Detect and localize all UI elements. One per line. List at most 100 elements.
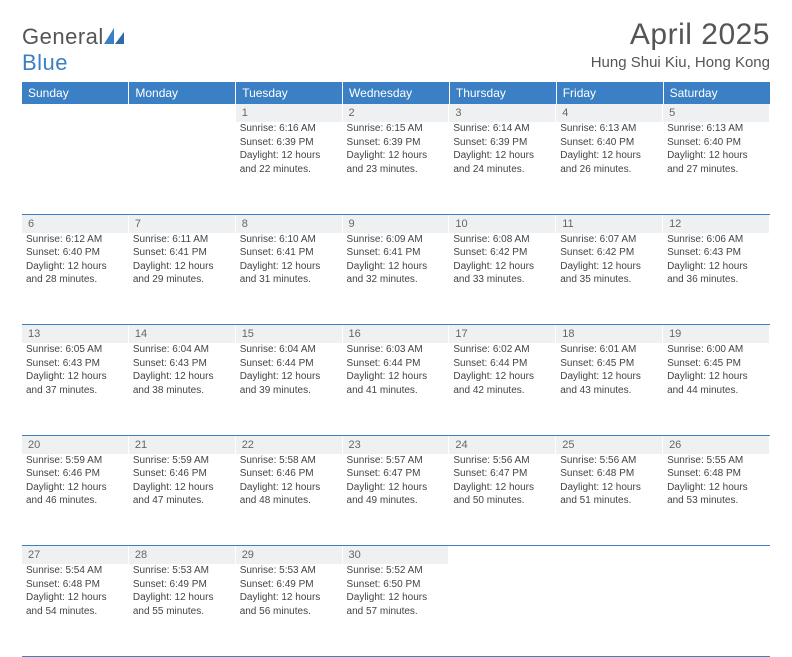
sunrise-text: Sunrise: 5:54 AM	[26, 564, 125, 578]
sunrise-text: Sunrise: 6:15 AM	[347, 122, 446, 136]
sunset-text: Sunset: 6:39 PM	[240, 136, 339, 150]
day-number	[449, 546, 556, 564]
day-number: 16	[343, 325, 450, 343]
day-cell	[22, 122, 129, 214]
day-number: 1	[236, 104, 343, 122]
sunset-text: Sunset: 6:41 PM	[133, 246, 232, 260]
sunrise-text: Sunrise: 6:09 AM	[347, 233, 446, 247]
day-cell: Sunrise: 6:13 AMSunset: 6:40 PMDaylight:…	[556, 122, 663, 214]
weekday-header: Sunday	[22, 82, 129, 104]
day-number	[129, 104, 236, 122]
page-title: April 2025	[591, 18, 770, 52]
day-cell	[663, 564, 770, 656]
day-cell: Sunrise: 5:57 AMSunset: 6:47 PMDaylight:…	[343, 454, 450, 546]
day-cell: Sunrise: 5:59 AMSunset: 6:46 PMDaylight:…	[129, 454, 236, 546]
sunrise-text: Sunrise: 5:53 AM	[133, 564, 232, 578]
sunset-text: Sunset: 6:42 PM	[453, 246, 552, 260]
sunset-text: Sunset: 6:49 PM	[240, 578, 339, 592]
sunrise-text: Sunrise: 6:12 AM	[26, 233, 125, 247]
daylight-text: Daylight: 12 hours and 43 minutes.	[560, 370, 659, 397]
weekday-header: Saturday	[663, 82, 770, 104]
sunrise-text: Sunrise: 6:02 AM	[453, 343, 552, 357]
day-number: 22	[236, 436, 343, 454]
sail-icon	[104, 24, 124, 50]
sunrise-text: Sunrise: 6:06 AM	[667, 233, 766, 247]
sunrise-text: Sunrise: 6:11 AM	[133, 233, 232, 247]
daylight-text: Daylight: 12 hours and 35 minutes.	[560, 260, 659, 287]
day-number: 19	[663, 325, 770, 343]
day-cell	[556, 564, 663, 656]
sunrise-text: Sunrise: 6:13 AM	[667, 122, 766, 136]
daylight-text: Daylight: 12 hours and 57 minutes.	[347, 591, 446, 618]
calendar-table: Sunday Monday Tuesday Wednesday Thursday…	[22, 82, 770, 657]
day-cell: Sunrise: 6:04 AMSunset: 6:43 PMDaylight:…	[129, 343, 236, 435]
day-cell: Sunrise: 6:11 AMSunset: 6:41 PMDaylight:…	[129, 233, 236, 325]
day-cell: Sunrise: 6:15 AMSunset: 6:39 PMDaylight:…	[343, 122, 450, 214]
sunset-text: Sunset: 6:49 PM	[133, 578, 232, 592]
sunset-text: Sunset: 6:44 PM	[453, 357, 552, 371]
weekday-header: Tuesday	[236, 82, 343, 104]
daylight-text: Daylight: 12 hours and 38 minutes.	[133, 370, 232, 397]
day-number: 9	[343, 215, 450, 233]
daylight-text: Daylight: 12 hours and 32 minutes.	[347, 260, 446, 287]
day-number: 6	[22, 215, 129, 233]
sunset-text: Sunset: 6:48 PM	[667, 467, 766, 481]
sunrise-text: Sunrise: 6:01 AM	[560, 343, 659, 357]
header: GeneralBlue April 2025 Hung Shui Kiu, Ho…	[22, 18, 770, 76]
sunrise-text: Sunrise: 6:04 AM	[240, 343, 339, 357]
day-number: 28	[129, 546, 236, 564]
sunset-text: Sunset: 6:43 PM	[667, 246, 766, 260]
sunrise-text: Sunrise: 6:08 AM	[453, 233, 552, 247]
daylight-text: Daylight: 12 hours and 54 minutes.	[26, 591, 125, 618]
sunrise-text: Sunrise: 6:07 AM	[560, 233, 659, 247]
day-cell: Sunrise: 5:56 AMSunset: 6:48 PMDaylight:…	[556, 454, 663, 546]
daylight-text: Daylight: 12 hours and 53 minutes.	[667, 481, 766, 508]
sunset-text: Sunset: 6:43 PM	[26, 357, 125, 371]
day-number: 21	[129, 436, 236, 454]
sunset-text: Sunset: 6:48 PM	[560, 467, 659, 481]
daylight-text: Daylight: 12 hours and 33 minutes.	[453, 260, 552, 287]
day-cell: Sunrise: 6:09 AMSunset: 6:41 PMDaylight:…	[343, 233, 450, 325]
day-number: 20	[22, 436, 129, 454]
day-cell: Sunrise: 6:04 AMSunset: 6:44 PMDaylight:…	[236, 343, 343, 435]
daylight-text: Daylight: 12 hours and 46 minutes.	[26, 481, 125, 508]
day-cell	[449, 564, 556, 656]
daynum-row: 27282930	[22, 546, 770, 565]
daynum-row: 13141516171819	[22, 325, 770, 344]
daylight-text: Daylight: 12 hours and 37 minutes.	[26, 370, 125, 397]
daylight-text: Daylight: 12 hours and 24 minutes.	[453, 149, 552, 176]
day-cell: Sunrise: 6:07 AMSunset: 6:42 PMDaylight:…	[556, 233, 663, 325]
daylight-text: Daylight: 12 hours and 49 minutes.	[347, 481, 446, 508]
sunset-text: Sunset: 6:41 PM	[347, 246, 446, 260]
day-cell: Sunrise: 5:53 AMSunset: 6:49 PMDaylight:…	[236, 564, 343, 656]
daylight-text: Daylight: 12 hours and 28 minutes.	[26, 260, 125, 287]
day-number: 15	[236, 325, 343, 343]
daynum-row: 6789101112	[22, 214, 770, 233]
week-row: Sunrise: 6:05 AMSunset: 6:43 PMDaylight:…	[22, 343, 770, 435]
day-number: 25	[556, 436, 663, 454]
day-number: 30	[343, 546, 450, 564]
day-number: 4	[556, 104, 663, 122]
sunset-text: Sunset: 6:40 PM	[560, 136, 659, 150]
sunset-text: Sunset: 6:45 PM	[560, 357, 659, 371]
sunset-text: Sunset: 6:40 PM	[667, 136, 766, 150]
logo: GeneralBlue	[22, 24, 124, 76]
day-number	[22, 104, 129, 122]
day-number: 2	[343, 104, 450, 122]
logo-text: GeneralBlue	[22, 24, 124, 76]
day-cell: Sunrise: 6:06 AMSunset: 6:43 PMDaylight:…	[663, 233, 770, 325]
daylight-text: Daylight: 12 hours and 39 minutes.	[240, 370, 339, 397]
sunset-text: Sunset: 6:42 PM	[560, 246, 659, 260]
day-cell: Sunrise: 6:02 AMSunset: 6:44 PMDaylight:…	[449, 343, 556, 435]
daynum-row: 20212223242526	[22, 435, 770, 454]
sunset-text: Sunset: 6:45 PM	[667, 357, 766, 371]
weekday-header: Friday	[556, 82, 663, 104]
sunset-text: Sunset: 6:40 PM	[26, 246, 125, 260]
sunrise-text: Sunrise: 6:05 AM	[26, 343, 125, 357]
day-cell: Sunrise: 5:53 AMSunset: 6:49 PMDaylight:…	[129, 564, 236, 656]
day-cell: Sunrise: 5:56 AMSunset: 6:47 PMDaylight:…	[449, 454, 556, 546]
sunset-text: Sunset: 6:47 PM	[347, 467, 446, 481]
sunrise-text: Sunrise: 6:13 AM	[560, 122, 659, 136]
day-number: 14	[129, 325, 236, 343]
day-cell	[129, 122, 236, 214]
